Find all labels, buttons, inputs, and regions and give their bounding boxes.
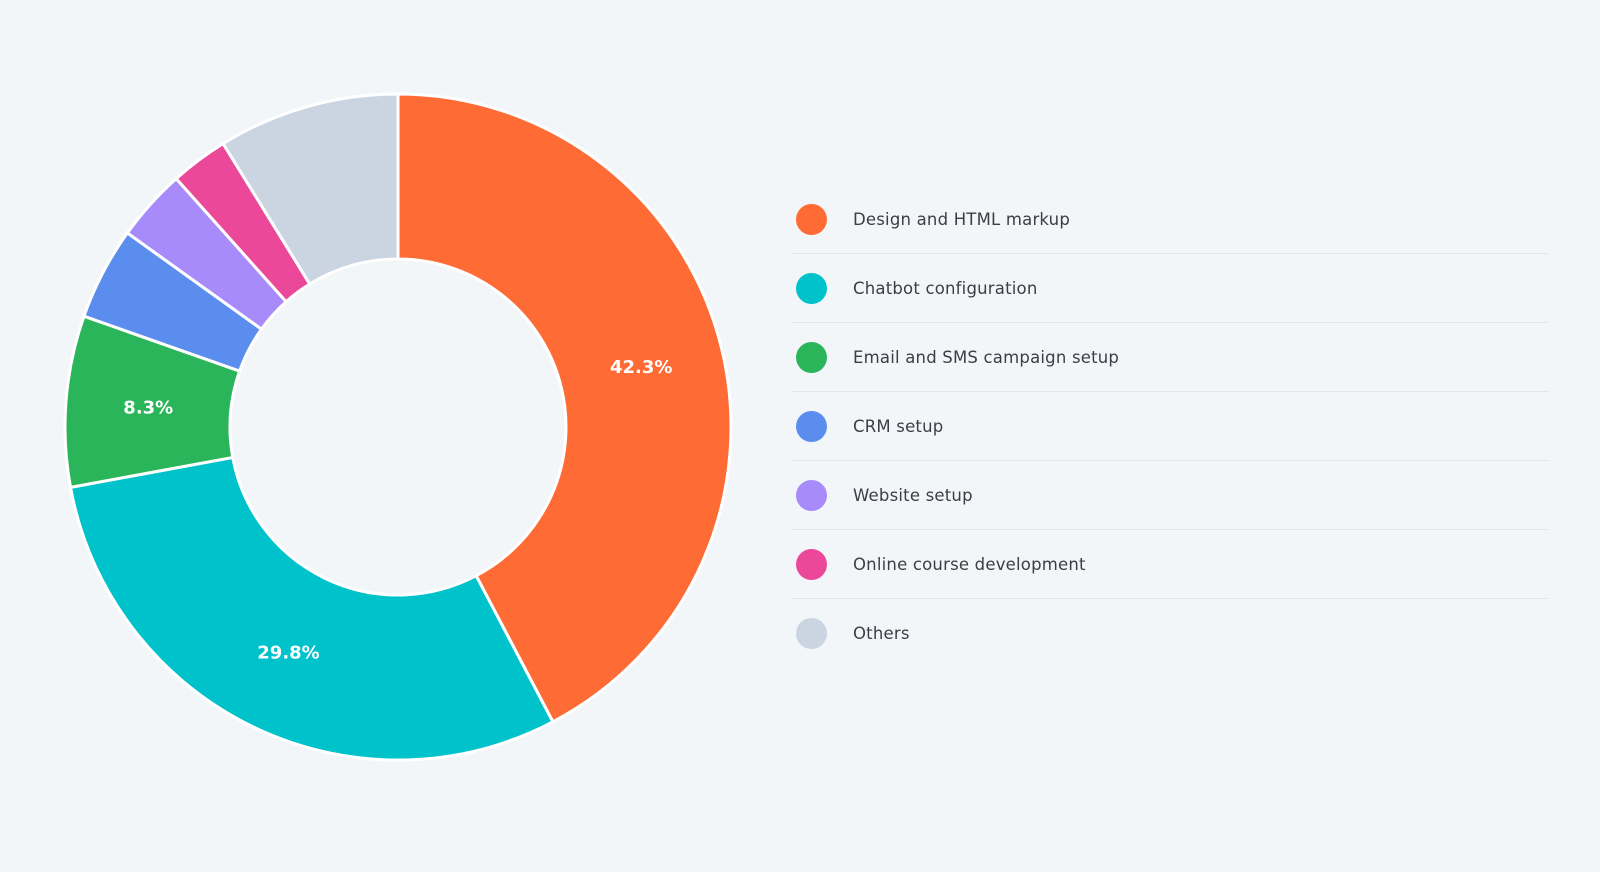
donut-slice-7[interactable] (221, 92, 400, 287)
legend-item[interactable]: Design and HTML markup (792, 185, 1549, 254)
legend-swatch-icon (796, 341, 827, 373)
legend-label: Online course development (853, 554, 1086, 574)
legend-swatch-icon (796, 617, 827, 649)
legend-item[interactable]: Email and SMS campaign setup (792, 323, 1549, 392)
legend-swatch-icon (796, 203, 827, 235)
legend-label: CRM setup (853, 416, 944, 436)
donut-slice-2[interactable] (68, 455, 555, 762)
legend-label: Email and SMS campaign setup (853, 347, 1120, 367)
legend-label: Website setup (853, 485, 973, 505)
legend-swatch-icon (796, 272, 827, 304)
legend-swatch-icon (796, 548, 827, 580)
legend-item[interactable]: Website setup (792, 461, 1549, 530)
data-label: 42.3% (610, 357, 672, 378)
legend-item[interactable]: Others (792, 599, 1549, 667)
legend-item[interactable]: Online course development (792, 530, 1549, 599)
legend-label: Chatbot configuration (853, 278, 1038, 298)
data-label: 8.3% (123, 397, 173, 418)
legend-label: Others (853, 623, 910, 643)
donut-chart: 42.3% 29.8% 8.3% (63, 92, 733, 762)
legend-swatch-icon (796, 410, 827, 442)
legend-item[interactable]: CRM setup (792, 392, 1549, 461)
donut-slice-1[interactable] (396, 92, 733, 724)
legend-item[interactable]: Chatbot configuration (792, 254, 1549, 323)
data-label: 29.8% (257, 642, 319, 663)
legend: Design and HTML markup Chatbot configurat… (792, 185, 1549, 667)
legend-swatch-icon (796, 479, 827, 511)
legend-label: Design and HTML markup (853, 209, 1071, 229)
